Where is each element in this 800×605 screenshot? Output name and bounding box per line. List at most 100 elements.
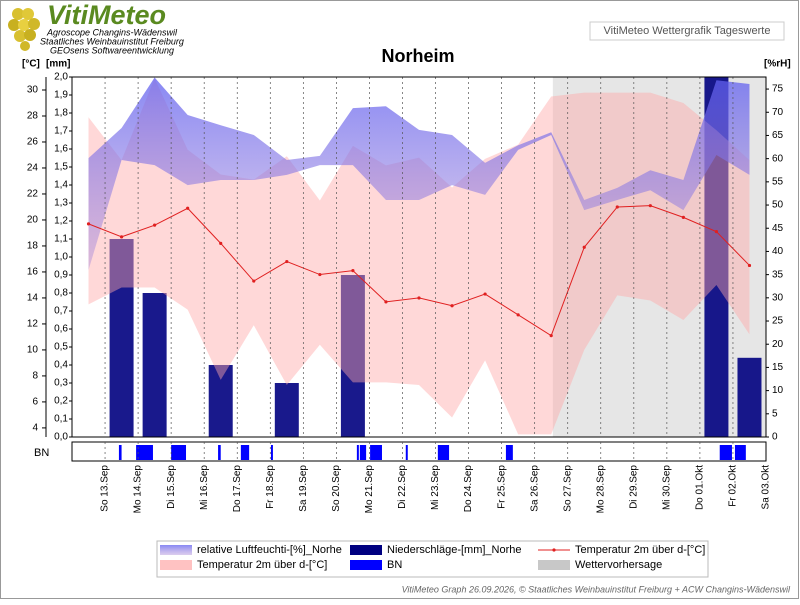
bar xyxy=(109,239,134,437)
y2-tick-label: 0,4 xyxy=(54,360,68,371)
range-band xyxy=(88,78,750,435)
strip-block xyxy=(218,445,221,460)
x-tick-label: Do 01.Okt xyxy=(695,465,706,510)
chart-title: Norheim xyxy=(381,46,454,66)
y2-tick-label: 0,8 xyxy=(54,288,68,299)
point xyxy=(549,334,553,338)
y3-tick-label: 40 xyxy=(772,246,784,257)
strip-block xyxy=(437,445,450,460)
x-tick-label: Di 22.Sep xyxy=(397,465,408,509)
y3-tick-label: 50 xyxy=(772,200,784,211)
y3-tick-label: 0 xyxy=(772,432,778,443)
logo xyxy=(8,8,40,51)
legend-label: BN xyxy=(387,559,402,571)
y2-tick-label: 1,7 xyxy=(54,126,68,137)
y2-tick-label: 1,9 xyxy=(54,90,68,101)
x-tick-label: Sa 19.Sep xyxy=(298,465,309,512)
y3-tick-label: 65 xyxy=(772,130,784,141)
legend-label: Wettervorhersage xyxy=(575,559,662,571)
brand: VitiMeteo xyxy=(47,0,166,30)
y3-tick-label: 5 xyxy=(772,408,778,419)
x-tick-label: So 20.Sep xyxy=(331,465,342,512)
y2-tick-label: 0,2 xyxy=(54,396,68,407)
x-tick-label: Fr 18.Sep xyxy=(265,465,276,509)
y3-tick-label: 10 xyxy=(772,385,784,396)
x-tick-label: Do 24.Sep xyxy=(463,465,474,513)
strip-block xyxy=(240,445,250,460)
y3-tick-label: 70 xyxy=(772,107,784,118)
y2-tick-label: 1,1 xyxy=(54,234,68,245)
y2-tick-label: 0,3 xyxy=(54,378,68,389)
x-tick-label: Mi 30.Sep xyxy=(661,465,672,510)
strip-block xyxy=(505,445,513,460)
y-tick-label: 18 xyxy=(27,241,39,252)
strip-block xyxy=(118,445,122,460)
y2-tick-label: 1,5 xyxy=(54,162,68,173)
point xyxy=(186,206,190,210)
y-tick-label: 4 xyxy=(32,423,38,434)
y-tick-label: 24 xyxy=(27,163,39,174)
y-tick-label: 8 xyxy=(32,371,38,382)
point xyxy=(86,222,91,226)
strip-block xyxy=(171,445,187,460)
y3-tick-label: 35 xyxy=(772,269,784,280)
point xyxy=(153,223,157,227)
y2-tick-label: 1,3 xyxy=(54,198,68,209)
y-tick-label: 28 xyxy=(27,111,39,122)
y2-tick-label: 2,0 xyxy=(54,72,68,83)
y-tick-label: 22 xyxy=(27,189,39,200)
y-tick-label: 10 xyxy=(27,345,39,356)
point xyxy=(252,279,256,283)
x-tick-label: So 27.Sep xyxy=(562,465,573,512)
y2-tick-label: 0,1 xyxy=(54,414,68,425)
y-tick-label: 14 xyxy=(27,293,39,304)
point xyxy=(351,269,355,273)
header-box-text: VitiMeteo Wettergrafik Tageswerte xyxy=(604,25,771,37)
y3-axis-label: [%rH] xyxy=(764,59,791,70)
legend-swatch xyxy=(160,560,192,570)
x-tick-label: Di 15.Sep xyxy=(166,465,177,509)
range-band xyxy=(88,77,750,270)
y2-tick-label: 1,0 xyxy=(54,252,68,263)
y2-tick-label: 1,6 xyxy=(54,144,68,155)
point xyxy=(417,296,421,300)
y-tick-label: 12 xyxy=(27,319,39,330)
y2-tick-label: 1,8 xyxy=(54,108,68,119)
y3-tick-label: 45 xyxy=(772,223,784,234)
x-tick-label: Sa 03.Okt xyxy=(761,465,772,510)
point xyxy=(450,304,454,308)
strip-block xyxy=(359,445,367,460)
x-tick-label: Mi 16.Sep xyxy=(199,465,210,510)
y3-tick-label: 60 xyxy=(772,153,784,164)
point xyxy=(119,235,124,239)
legend-swatch xyxy=(350,560,382,570)
y-tick-label: 26 xyxy=(27,137,39,148)
y3-tick-label: 30 xyxy=(772,292,784,303)
legend-swatch xyxy=(538,560,570,570)
point xyxy=(681,215,685,219)
legend-label: Temperatur 2m über d-[°C] xyxy=(197,559,327,571)
legend-swatch xyxy=(160,545,192,555)
y-tick-label: 20 xyxy=(27,215,39,226)
legend-swatch xyxy=(350,545,382,555)
x-tick-label: Mo 14.Sep xyxy=(133,465,144,514)
strip-block xyxy=(270,445,273,460)
y2-tick-label: 0,0 xyxy=(54,432,68,443)
footer: VitiMeteo Graph 26.09.2026, © Staatliche… xyxy=(402,584,791,594)
point xyxy=(384,300,388,304)
point xyxy=(285,259,289,264)
x-tick-label: Fr 25.Sep xyxy=(496,465,507,509)
x-tick-label: Fr 02.Okt xyxy=(728,465,739,507)
legend-label: relative Luftfeuchti-[%]_Norhe xyxy=(197,544,342,556)
strip-block xyxy=(370,445,382,460)
point xyxy=(648,204,652,208)
legend-swatch xyxy=(552,548,556,552)
y2-tick-label: 1,2 xyxy=(54,216,68,227)
strip-block xyxy=(136,445,153,460)
y-tick-label: 6 xyxy=(32,397,38,408)
y3-tick-label: 55 xyxy=(772,176,784,187)
bar xyxy=(142,293,167,437)
y3-tick-label: 75 xyxy=(772,84,784,95)
point xyxy=(714,230,719,234)
strip-block xyxy=(734,445,746,460)
